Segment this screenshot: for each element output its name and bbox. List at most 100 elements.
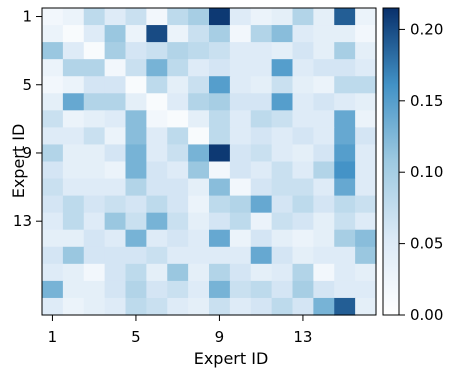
heatmap-cell: [250, 212, 273, 231]
heatmap-cell: [250, 246, 273, 265]
heatmap-cell: [355, 76, 377, 94]
heatmap-cell: [62, 161, 85, 180]
heatmap-cell: [250, 263, 273, 282]
heatmap-cell: [83, 212, 106, 231]
heatmap-cell: [167, 263, 189, 282]
heatmap-cell: [62, 195, 85, 214]
heatmap-cell: [42, 229, 64, 248]
heatmap-cell: [167, 195, 189, 214]
colorbar-ticks: 0.00 0.05 0.10 0.15 0.20: [399, 20, 443, 324]
x-tick-label: 1: [48, 328, 58, 346]
heatmap-cell: [313, 229, 335, 248]
heatmap-cell: [125, 178, 147, 197]
heatmap-cell: [125, 110, 147, 128]
heatmap-cell: [146, 297, 168, 316]
heatmap-cell: [146, 263, 168, 282]
heatmap-cell: [229, 42, 252, 60]
heatmap-cell: [42, 297, 64, 316]
heatmap-cell: [104, 42, 127, 60]
heatmap-cell: [83, 229, 106, 248]
heatmap-cell: [83, 59, 106, 77]
heatmap-cell: [292, 127, 314, 146]
heatmap-cell: [313, 263, 335, 282]
heatmap-cell: [146, 59, 168, 77]
heatmap-cell: [104, 110, 127, 128]
heatmap-cell: [271, 297, 294, 316]
heatmap-cell: [146, 161, 168, 180]
heatmap-cell: [167, 127, 189, 146]
heatmap-cell: [292, 195, 314, 214]
heatmap-cell: [42, 93, 64, 111]
heatmap-cell: [146, 93, 168, 111]
heatmap-cell: [83, 76, 106, 94]
heatmap-cell: [146, 25, 168, 43]
heatmap-cell: [209, 42, 231, 60]
heatmap-cell: [209, 263, 231, 282]
heatmap-cell: [229, 161, 252, 180]
heatmap-cell: [229, 76, 252, 94]
heatmap-cell: [146, 280, 168, 299]
heatmap-cell: [42, 144, 64, 163]
heatmap-cell: [42, 263, 64, 282]
heatmap-cell: [188, 212, 210, 231]
heatmap-cell: [292, 8, 314, 26]
heatmap-cell: [42, 127, 64, 146]
heatmap-cell: [167, 212, 189, 231]
heatmap-cell: [209, 59, 231, 77]
heatmap-cell: [146, 229, 168, 248]
heatmap-cell: [355, 178, 377, 197]
heatmap-cell: [355, 93, 377, 111]
heatmap-cell: [188, 110, 210, 128]
heatmap-cell: [292, 161, 314, 180]
heatmap-cell: [292, 59, 314, 77]
heatmap-cell: [188, 25, 210, 43]
heatmap-cell: [104, 280, 127, 299]
heatmap-cell: [334, 297, 356, 316]
heatmap-cell: [188, 280, 210, 299]
heatmap-cell: [313, 110, 335, 128]
heatmap-cell: [62, 25, 85, 43]
heatmap-cell: [209, 212, 231, 231]
heatmap-cell: [313, 178, 335, 197]
heatmap-cell: [355, 246, 377, 265]
heatmap-cell: [229, 8, 252, 26]
heatmap-cell: [125, 297, 147, 316]
heatmap-cell: [334, 212, 356, 231]
heatmap-cell: [125, 246, 147, 265]
heatmap-cell: [104, 297, 127, 316]
heatmap-cell: [125, 229, 147, 248]
heatmap-cell: [209, 127, 231, 146]
heatmap-cell: [104, 195, 127, 214]
heatmap-cell: [229, 229, 252, 248]
heatmap-cell: [125, 76, 147, 94]
heatmap-cell: [229, 246, 252, 265]
heatmap-cell: [167, 59, 189, 77]
heatmap-cell: [125, 144, 147, 163]
colorbar-tick-label: 0.05: [410, 235, 443, 253]
heatmap-cell: [229, 25, 252, 43]
heatmap-cell: [334, 178, 356, 197]
heatmap-cell: [355, 110, 377, 128]
heatmap-cell: [188, 297, 210, 316]
heatmap-cell: [355, 144, 377, 163]
heatmap-cell: [209, 178, 231, 197]
heatmap-cell: [271, 280, 294, 299]
heatmap-cell: [188, 195, 210, 214]
heatmap-cell: [355, 127, 377, 146]
heatmap-cell: [83, 8, 106, 26]
heatmap-cell: [62, 8, 85, 26]
heatmap-cell: [313, 42, 335, 60]
heatmap-cell: [229, 195, 252, 214]
heatmap-cell: [104, 93, 127, 111]
heatmap-cell: [355, 161, 377, 180]
heatmap-cell: [62, 59, 85, 77]
x-tick-label: 5: [131, 328, 141, 346]
heatmap-cell: [292, 178, 314, 197]
heatmap-cell: [83, 280, 106, 299]
heatmap-cell: [313, 8, 335, 26]
heatmap-cell: [83, 42, 106, 60]
colorbar-tick-label: 0.00: [410, 306, 443, 324]
heatmap-cell: [125, 127, 147, 146]
heatmap-cell: [334, 110, 356, 128]
